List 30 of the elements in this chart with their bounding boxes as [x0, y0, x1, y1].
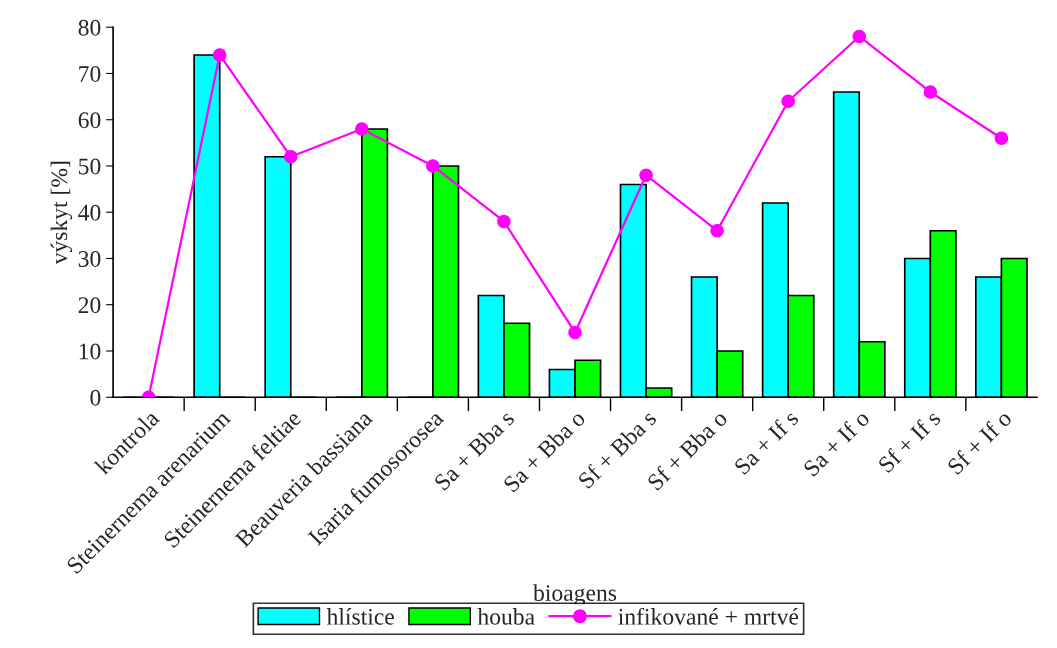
y-tick-label: 80	[78, 19, 101, 36]
y-tick-label: 40	[78, 204, 101, 221]
y-tick-label: 20	[78, 297, 101, 314]
point	[568, 325, 582, 340]
point	[781, 94, 795, 108]
x-axis-title: bioagens	[533, 584, 617, 606]
x-tick-label: Sf + If o	[946, 408, 1013, 476]
point	[923, 85, 938, 99]
y-tick-label: 10	[79, 343, 101, 360]
y-tick-label: 60	[78, 112, 101, 129]
point	[355, 122, 369, 136]
y-tick-label: 0	[90, 389, 101, 406]
legend-label: infikované + mrtvé	[618, 607, 799, 625]
point	[710, 223, 724, 238]
point	[212, 48, 227, 62]
y-tick-label: 30	[78, 250, 101, 267]
point	[639, 168, 653, 182]
point	[283, 149, 298, 164]
legend-label: hlístice	[326, 608, 394, 625]
y-axis-title: výskyt [%]	[50, 161, 73, 265]
point	[426, 159, 440, 173]
x-tick-label: Sa + If o	[802, 408, 871, 478]
point	[497, 214, 511, 229]
y-tick-label: 50	[79, 158, 101, 175]
point	[852, 29, 867, 44]
x-tick-label: Sf + If s	[876, 408, 942, 474]
point	[994, 131, 1009, 145]
x-tick-label: Sa + If s	[732, 408, 800, 476]
legend-label: houba	[477, 608, 535, 625]
y-tick-label: 70	[79, 65, 101, 82]
